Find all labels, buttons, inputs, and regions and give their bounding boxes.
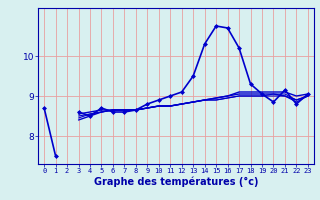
- X-axis label: Graphe des températures (°c): Graphe des températures (°c): [94, 177, 258, 187]
